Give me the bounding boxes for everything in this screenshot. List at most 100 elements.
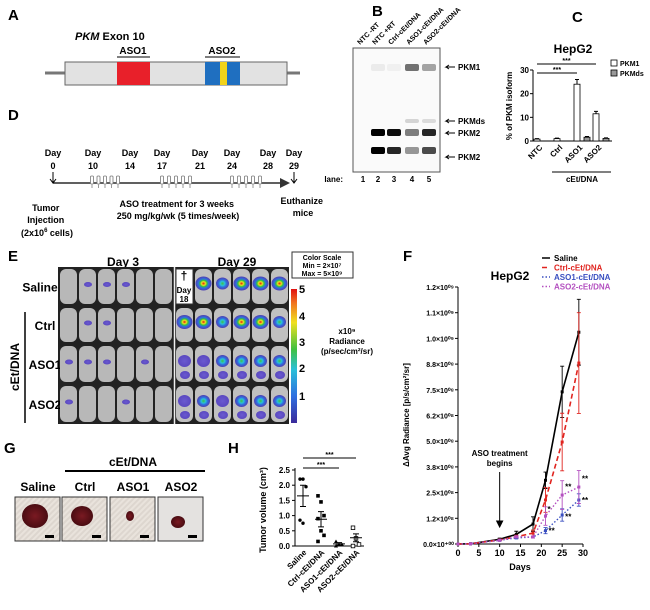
signal-blob xyxy=(256,371,266,379)
gel-band xyxy=(405,147,419,154)
legend-label: Ctrl-cEt/DNA xyxy=(554,264,603,273)
signal-blob xyxy=(176,315,193,329)
signal-blob xyxy=(254,395,267,407)
treatment-timeline: Tumor Injection (2x106 cells) ASO treatm… xyxy=(21,148,323,238)
signal-blob xyxy=(233,315,250,329)
aso2-site-stripe xyxy=(220,62,227,85)
band-label: PKM2 xyxy=(458,153,481,162)
color-bar xyxy=(291,289,297,423)
bar-pkm1 xyxy=(592,113,600,142)
signal-blob xyxy=(237,411,247,419)
y-tick-label: 7.5×10⁰⁸ xyxy=(426,387,454,395)
data-point xyxy=(544,529,547,533)
arrow-down-icon xyxy=(495,472,504,529)
arrow-icon xyxy=(444,154,455,160)
data-point xyxy=(322,513,326,518)
dagger-icon: † xyxy=(181,269,188,283)
data-point xyxy=(334,539,338,543)
signal-blob xyxy=(273,355,286,367)
lane-number: 2 xyxy=(376,175,381,184)
color-scale-tick: 3 xyxy=(299,337,305,349)
y-axis-label: % of PKM isoform xyxy=(505,72,514,140)
y-axis-label: Tumor volume (cm³) xyxy=(258,467,268,553)
data-point xyxy=(531,531,535,535)
syringe-icon xyxy=(116,175,120,185)
y-tick-label: 1.2×10⁰⁹ xyxy=(426,284,454,292)
signal-blob xyxy=(178,355,191,367)
arrow-icon xyxy=(444,130,455,136)
x-tick-label: 0 xyxy=(455,548,460,558)
exon-title: PKM Exon 10 xyxy=(75,31,145,43)
exon-diagram: PKM Exon 10 ASO1 ASO2 xyxy=(45,31,300,86)
data-point xyxy=(577,485,581,489)
signal-blob xyxy=(199,411,209,419)
syringe-icon xyxy=(258,175,262,185)
treatment-label: ASO treatment for 3 weeks 250 mg/kg/wk (… xyxy=(117,199,240,221)
data-point xyxy=(469,542,472,546)
tumor xyxy=(22,504,48,528)
series-line-3 xyxy=(457,486,580,545)
chart-title: HepG2 xyxy=(491,269,530,283)
data-point xyxy=(531,535,535,539)
syringe-icon xyxy=(109,175,114,185)
significance-label: *** xyxy=(562,58,570,65)
data-point xyxy=(544,498,547,502)
lane-number: 5 xyxy=(427,175,432,184)
signal-blob xyxy=(84,282,92,287)
y-tick-label: 1.0×10⁰⁹ xyxy=(426,335,454,343)
tumor xyxy=(126,511,134,521)
x-tick-label: Ctrl xyxy=(548,143,564,159)
day3-header: Day 3 xyxy=(107,255,139,269)
signal-blob xyxy=(218,411,228,419)
signal-blob xyxy=(195,276,212,291)
color-scale-min: Min = 2×10⁷ xyxy=(303,263,342,270)
gel-band xyxy=(405,64,419,71)
mean-sem-bar xyxy=(333,542,345,546)
data-point xyxy=(316,494,320,498)
bioluminescence-imaging: Day 3 Day 29 Color Scale Min = 2×10⁷ Max… xyxy=(8,251,373,424)
gel-band xyxy=(371,147,385,154)
data-point xyxy=(304,485,308,489)
data-point xyxy=(298,477,302,481)
gel-band xyxy=(387,147,401,154)
color-scale-tick: 2 xyxy=(299,363,305,375)
arrow-down-icon xyxy=(49,172,57,184)
data-point xyxy=(560,390,564,394)
syringe-icon xyxy=(160,175,164,185)
row-label: ASO1 xyxy=(29,358,62,372)
y-tick-label: 1.5 xyxy=(279,496,291,505)
y-tick-label: 1.0 xyxy=(279,512,291,521)
bar-pkmds xyxy=(602,137,610,142)
x-tick-label: NTC xyxy=(526,143,544,161)
data-point xyxy=(560,493,564,497)
signal-blob xyxy=(254,355,267,367)
gel-band xyxy=(387,64,401,71)
y-tick-label: 5.0×10⁰⁸ xyxy=(426,438,454,446)
syringe-icon xyxy=(174,175,178,185)
signal-blob xyxy=(103,359,111,365)
y-axis-label: ΔAvg Radiance [p/s/cm²/sr] xyxy=(402,363,411,467)
mouse-image xyxy=(136,269,153,304)
signal-blob xyxy=(237,371,247,379)
x-tick-label: 30 xyxy=(578,548,588,558)
signal-blob xyxy=(197,355,210,367)
lane-prefix: lane: xyxy=(324,175,343,184)
mouse-image xyxy=(136,386,153,422)
syringe-icon xyxy=(103,175,107,185)
arrow-right-icon xyxy=(280,178,290,188)
mouse-image xyxy=(79,386,96,422)
significance-label: ** xyxy=(565,483,572,492)
y-tick-label: 6.2×10⁰⁸ xyxy=(426,413,454,421)
mean-sem-bar xyxy=(297,484,309,507)
x-tick-label: ASO1 xyxy=(563,143,585,165)
y-tick-label: 2.5×10⁰⁸ xyxy=(426,490,454,498)
y-tick-label: 0.0 xyxy=(279,542,291,551)
day-word: Day xyxy=(85,148,102,158)
tumor xyxy=(71,506,93,526)
signal-blob xyxy=(273,395,286,407)
signal-blob xyxy=(65,359,73,365)
legend-label: Saline xyxy=(554,254,578,263)
syringe-icon xyxy=(230,175,234,185)
